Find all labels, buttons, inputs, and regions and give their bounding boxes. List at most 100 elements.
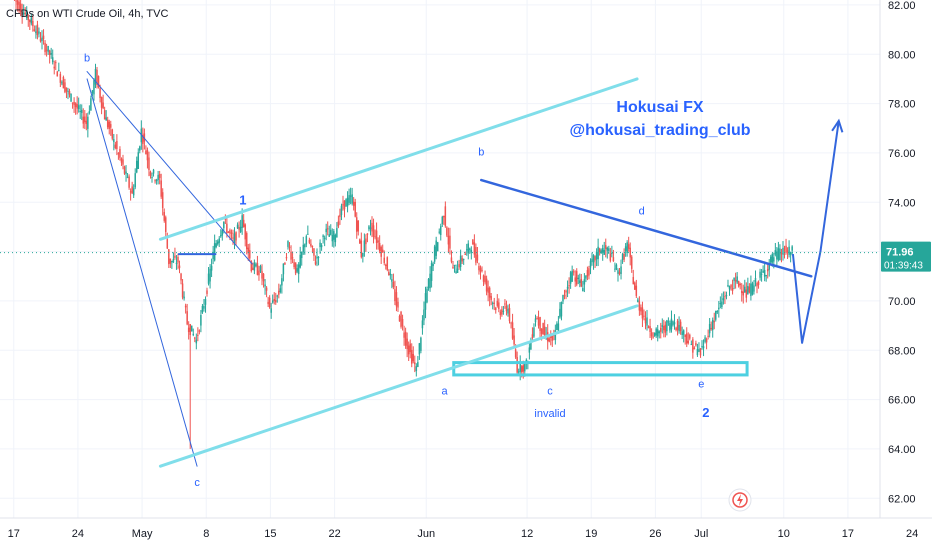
candle-body	[783, 253, 786, 255]
candle-body	[346, 197, 349, 207]
candle-body	[385, 264, 387, 266]
candle-body	[605, 245, 607, 249]
candle-body	[618, 271, 621, 274]
candle-body	[742, 291, 745, 296]
x-tick-label: 22	[328, 528, 340, 540]
candle-body	[443, 216, 445, 218]
candle-body	[614, 268, 616, 270]
candle-body	[734, 279, 737, 282]
candle-body	[343, 200, 346, 210]
candle-body	[724, 296, 726, 298]
candle-body	[174, 255, 176, 258]
candle-body	[99, 88, 101, 99]
x-tick-label: Jul	[694, 528, 708, 540]
candle-body	[44, 42, 46, 53]
candle-body	[354, 201, 356, 217]
candle-body	[789, 252, 792, 255]
candle-body	[146, 150, 149, 161]
candle-body	[293, 262, 295, 268]
candle-body	[368, 226, 370, 230]
candle-body	[449, 235, 451, 249]
candle-body	[296, 268, 298, 272]
candle-body	[750, 283, 752, 297]
candle-body	[59, 74, 62, 83]
candle-body	[166, 239, 169, 249]
candle-body	[522, 365, 525, 372]
candle-body	[62, 76, 65, 89]
candle-body	[774, 250, 777, 255]
candle-body	[467, 243, 470, 254]
wave-label: d	[639, 206, 645, 218]
candle-body	[415, 366, 418, 372]
candle-body	[67, 90, 69, 92]
candle-body	[663, 325, 665, 331]
candle-body	[548, 338, 550, 342]
candle-body	[675, 327, 677, 331]
candle-body	[685, 333, 688, 344]
candle-body	[504, 303, 506, 305]
candle-body	[550, 335, 552, 338]
candle-body	[184, 305, 187, 308]
candle-body	[134, 173, 136, 188]
candle-body	[238, 227, 240, 230]
candle-body	[560, 301, 563, 317]
candle-body	[417, 362, 419, 367]
candle-body	[291, 257, 294, 259]
candle-body	[748, 286, 751, 293]
candle-body	[608, 248, 610, 252]
candle-body	[70, 93, 72, 102]
candle-body	[647, 326, 650, 328]
candle-body	[157, 174, 159, 180]
candle-body	[684, 334, 686, 337]
wave-label: e	[698, 378, 704, 390]
candle-body	[181, 283, 184, 298]
candle-body	[103, 110, 106, 120]
candle-body	[644, 318, 647, 324]
candle-body	[435, 240, 437, 256]
candle-body	[213, 243, 216, 261]
candle-body	[490, 296, 492, 300]
candle-body	[617, 270, 619, 274]
candle-body	[113, 139, 115, 143]
candle-body	[320, 245, 323, 248]
candle-body	[189, 324, 191, 335]
x-tick-label: 10	[778, 528, 790, 540]
candle-body	[198, 330, 201, 332]
candle-body	[76, 104, 78, 109]
candle-body	[261, 271, 263, 279]
candle-body	[91, 90, 94, 93]
candle-body	[756, 283, 758, 287]
candle-body	[745, 289, 748, 298]
candle-body	[718, 307, 720, 310]
candle-body	[436, 242, 439, 252]
candle-body	[218, 238, 220, 243]
candle-body	[308, 239, 311, 243]
candle-body	[737, 281, 740, 287]
y-tick-label: 68.00	[888, 345, 916, 357]
candle-body	[258, 270, 260, 276]
candle-body	[713, 321, 715, 323]
candle-body	[669, 323, 671, 331]
candle-body	[357, 220, 360, 232]
candle-body	[65, 87, 68, 92]
candle-body	[362, 252, 364, 257]
candle-body	[94, 68, 97, 85]
candle-body	[426, 288, 428, 303]
candle-body	[375, 230, 378, 244]
candle-body	[539, 317, 541, 331]
candle-body	[192, 333, 195, 336]
candle-body	[90, 98, 92, 111]
candle-body	[736, 276, 738, 283]
candle-body	[450, 257, 453, 262]
candle-body	[201, 305, 204, 313]
candle-body	[35, 31, 37, 34]
candle-body	[18, 1, 20, 11]
projection-path	[791, 120, 840, 344]
candle-body	[267, 301, 269, 305]
candle-body	[693, 347, 696, 350]
candle-body	[262, 273, 265, 282]
candle-body	[178, 265, 181, 269]
candle-body	[701, 346, 703, 348]
